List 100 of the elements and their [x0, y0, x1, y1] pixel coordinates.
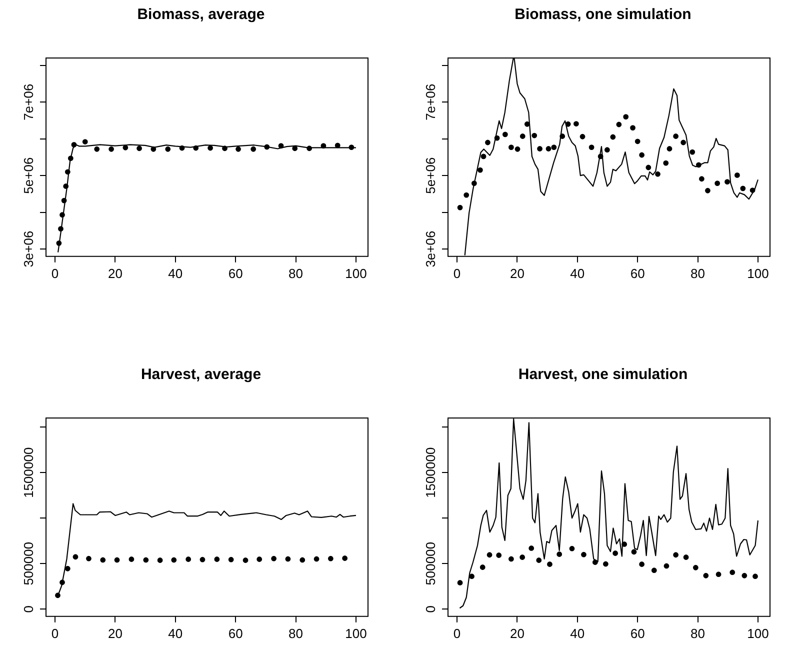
- point: [602, 561, 608, 567]
- point: [610, 134, 616, 140]
- point: [724, 179, 730, 185]
- point: [228, 556, 234, 562]
- point: [94, 146, 100, 152]
- point: [580, 134, 586, 140]
- x-tick-label: 80: [690, 626, 706, 641]
- point: [730, 570, 736, 576]
- point: [457, 204, 463, 210]
- point: [634, 138, 640, 144]
- point: [520, 134, 526, 139]
- y-tick-label: 7e+06: [21, 84, 36, 120]
- point: [314, 556, 320, 562]
- x-tick-label: 60: [228, 266, 243, 281]
- point: [55, 592, 60, 598]
- point: [556, 552, 562, 557]
- point: [664, 563, 670, 569]
- point: [663, 160, 669, 166]
- x-tick-label: 0: [51, 266, 59, 281]
- x-tick-label: 100: [747, 626, 769, 641]
- point: [114, 557, 120, 563]
- point: [705, 188, 710, 194]
- point: [496, 552, 502, 558]
- point: [703, 572, 709, 578]
- point: [740, 186, 746, 192]
- point: [242, 558, 248, 563]
- x-tick-label: 60: [630, 266, 645, 281]
- x-tick-label: 0: [453, 626, 461, 641]
- point: [612, 550, 618, 556]
- point: [64, 566, 70, 572]
- chart-title: Harvest, average: [140, 366, 262, 383]
- point: [666, 146, 672, 152]
- point: [752, 574, 758, 580]
- point: [655, 171, 660, 177]
- point: [616, 122, 622, 128]
- point: [508, 556, 514, 562]
- point: [690, 149, 696, 155]
- y-tick-label: 500000: [423, 542, 438, 586]
- point: [214, 556, 220, 562]
- point: [480, 564, 486, 570]
- point: [208, 145, 214, 151]
- point: [86, 556, 92, 562]
- x-tick-label: 40: [168, 626, 183, 641]
- x-tick-label: 40: [570, 626, 585, 641]
- point: [514, 146, 520, 152]
- point: [537, 146, 542, 152]
- point: [300, 557, 306, 563]
- point: [547, 562, 552, 567]
- point: [186, 556, 192, 562]
- point: [692, 564, 698, 570]
- point: [581, 552, 586, 558]
- y-tick-label: 500000: [21, 542, 36, 586]
- point: [478, 167, 483, 173]
- point: [502, 132, 508, 138]
- point: [285, 556, 291, 562]
- point: [136, 146, 142, 152]
- y-tick-label: 0: [423, 606, 438, 613]
- point: [683, 554, 689, 560]
- x-tick-label: 20: [510, 626, 524, 641]
- point: [508, 144, 514, 150]
- point: [623, 114, 629, 120]
- y-tick-label: 0: [21, 606, 36, 613]
- x-tick-label: 20: [108, 266, 122, 281]
- point: [342, 556, 348, 561]
- chart-title: Biomass, one simulation: [514, 6, 692, 23]
- y-tick-label: 5e+06: [21, 157, 36, 194]
- x-tick-label: 60: [228, 626, 243, 641]
- point: [480, 154, 486, 160]
- point: [536, 558, 542, 563]
- x-tick-label: 80: [690, 266, 706, 281]
- x-tick-label: 60: [630, 626, 645, 641]
- point: [271, 556, 277, 562]
- y-tick-label: 5e+06: [423, 157, 438, 194]
- x-tick-label: 100: [345, 266, 367, 281]
- point: [630, 125, 636, 131]
- point: [256, 556, 262, 562]
- chart-title: Harvest, one simulation: [517, 366, 689, 383]
- point: [673, 552, 679, 558]
- point: [171, 557, 177, 563]
- y-tick-label: 7e+06: [423, 84, 438, 120]
- x-tick-label: 80: [288, 626, 304, 641]
- point: [631, 549, 637, 555]
- point: [604, 147, 610, 153]
- point: [464, 192, 470, 198]
- point: [486, 552, 492, 558]
- point: [673, 134, 679, 139]
- point: [82, 139, 88, 144]
- point: [551, 144, 557, 150]
- point: [524, 121, 530, 127]
- point: [734, 172, 740, 178]
- point: [236, 146, 241, 152]
- y-tick-label: 3e+06: [21, 230, 36, 268]
- y-tick-label: 1500000: [423, 447, 438, 498]
- x-tick-label: 20: [108, 626, 122, 641]
- chart-title: Biomass, average: [136, 6, 266, 23]
- point: [680, 140, 686, 146]
- point: [646, 164, 652, 170]
- x-tick-label: 40: [168, 266, 183, 281]
- point: [698, 176, 704, 182]
- point: [742, 572, 748, 578]
